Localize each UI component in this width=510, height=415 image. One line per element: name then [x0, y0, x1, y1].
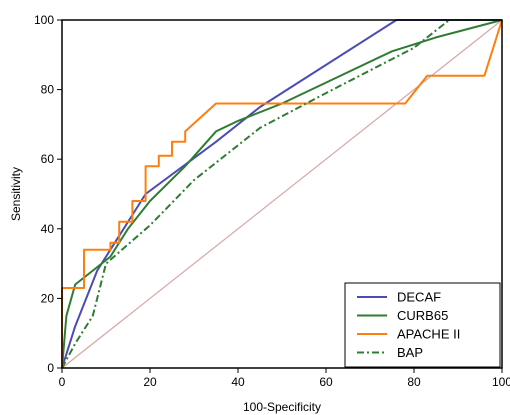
x-axis-ticks: 0 20 40 60 80 100 [59, 368, 510, 389]
x-tick-label: 40 [231, 375, 245, 389]
series-line-bap [61, 19, 502, 369]
y-axis-label: Sensitivity [9, 167, 23, 221]
x-tick-label: 0 [59, 375, 66, 389]
y-tick-label: 0 [47, 361, 54, 375]
legend-label: APACHE II [397, 327, 460, 342]
series-line-decaf [61, 19, 502, 369]
legend-label: BAP [397, 345, 423, 360]
series-line-apache-ii [61, 19, 503, 368]
series-layer [61, 19, 503, 369]
legend-label: DECAF [397, 290, 441, 305]
x-axis-label: 100-Specificity [243, 400, 321, 414]
reference-line-layer [61, 19, 503, 369]
y-tick-label: 40 [41, 222, 55, 236]
reference-diagonal-line [61, 19, 503, 369]
y-tick-label: 100 [34, 13, 54, 27]
plot-frame [61, 19, 503, 369]
y-tick-label: 80 [41, 83, 55, 97]
y-tick-label: 60 [41, 152, 55, 166]
legend-label: CURB65 [397, 308, 448, 323]
x-tick-label: 100 [492, 375, 510, 389]
y-axis-ticks: 0 20 40 60 80 100 [34, 13, 62, 375]
x-tick-label: 80 [407, 375, 421, 389]
series-line-curb65 [61, 19, 503, 369]
y-tick-label: 20 [41, 291, 55, 305]
legend: DECAF CURB65 APACHE II BAP [344, 282, 501, 368]
x-tick-label: 60 [319, 375, 333, 389]
x-tick-label: 20 [143, 375, 157, 389]
